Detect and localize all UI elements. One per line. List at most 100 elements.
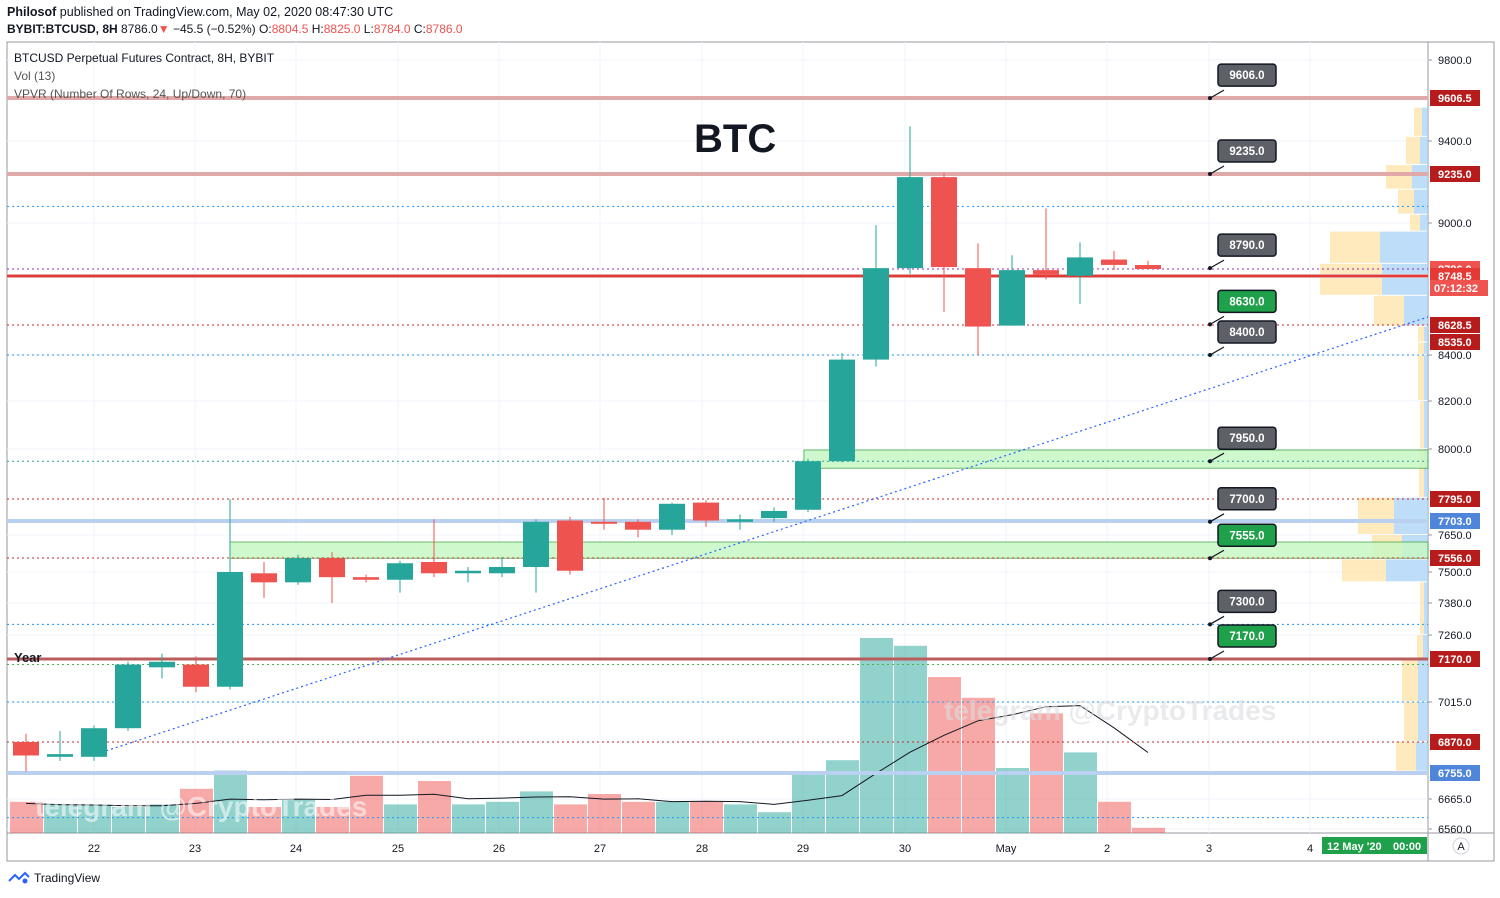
y-tick-label: 9800.0	[1438, 55, 1472, 67]
date-badge	[1322, 837, 1427, 854]
volume-bar	[758, 812, 791, 833]
price-badge-label: 8535.0	[1438, 337, 1472, 349]
x-tick-label: 30	[899, 843, 911, 855]
callout-label: 7170.0	[1229, 631, 1264, 643]
price-badge	[1430, 513, 1480, 529]
price-badge	[1430, 317, 1480, 333]
price-badge-label: 9235.0	[1438, 169, 1472, 181]
auto-scale-button	[1452, 837, 1470, 855]
candle-body	[693, 502, 719, 521]
callout-label: 7700.0	[1229, 494, 1264, 506]
vpvr-down-bar	[1386, 165, 1412, 189]
price-badge-label: 7170.0	[1438, 654, 1472, 666]
y-tick-label: 8400.0	[1438, 350, 1472, 362]
low-label: L:	[363, 22, 374, 36]
y-tick-label: 8200.0	[1438, 396, 1472, 408]
candle-body	[1067, 257, 1093, 276]
callout-box	[1217, 624, 1277, 648]
callout-box	[1217, 63, 1277, 87]
candle-body	[115, 664, 141, 729]
candle-body	[353, 577, 379, 580]
price-axis: 9800.0 9400.0 9000.0 8400.0 8200.0 8000.0 7650…	[1428, 55, 1488, 836]
callout-label: 7555.0	[1229, 530, 1264, 542]
callout-box	[1217, 320, 1277, 344]
watermark-right: telegram @CryptoTrades	[944, 695, 1276, 726]
vpvr-down-bar	[1417, 635, 1423, 658]
price-badge-label: 8628.5	[1438, 320, 1472, 332]
candle-body	[523, 521, 549, 567]
legend-line-1: BTCUSD Perpetual Futures Contract, 8H, B…	[14, 51, 275, 65]
callout-pointer	[1209, 650, 1225, 660]
candle-body	[81, 728, 107, 757]
y-tick-label: 7015.0	[1438, 697, 1472, 709]
volume-bar	[316, 807, 349, 833]
volume-bar	[520, 791, 553, 833]
volume-bar	[554, 804, 587, 833]
callouts: 9606.0 9235.0 8790.0 8630.0 8400.0 7950.0 7700…	[1208, 63, 1277, 661]
x-tick-label: 3	[1206, 843, 1212, 855]
trendline	[91, 316, 1429, 757]
price-badge	[1430, 166, 1480, 182]
callout-box	[1217, 487, 1277, 511]
callout-anchor	[1208, 322, 1212, 327]
publisher-name: Philosof	[7, 5, 57, 19]
candle-body	[591, 521, 617, 524]
callout-pointer	[1209, 549, 1225, 559]
change-label: −45.5 (−0.52%)	[172, 22, 256, 36]
candle-body	[659, 503, 685, 530]
candle-body	[387, 563, 413, 580]
candle-body	[557, 520, 583, 571]
vpvr-down-bar	[1404, 702, 1418, 741]
year-label: Year	[14, 650, 41, 665]
vpvr-up-bar	[1404, 295, 1428, 326]
price-badge	[1430, 491, 1480, 507]
vpvr-down-bar	[1420, 582, 1424, 634]
candle-body	[1135, 265, 1161, 269]
vpvr-up-bar	[1418, 702, 1428, 741]
callout-pointer	[1209, 315, 1225, 325]
x-tick-label: 23	[189, 843, 201, 855]
candle-body	[13, 742, 39, 756]
candle-body	[965, 268, 991, 327]
candle-body	[931, 177, 957, 268]
candle-body	[285, 558, 311, 583]
y-tick-label: 6665.0	[1438, 794, 1472, 806]
volume-bar	[248, 807, 281, 833]
callout-anchor	[1208, 172, 1212, 176]
callout-anchor	[1208, 657, 1212, 661]
close-value: 8786.0	[425, 22, 463, 36]
callout-label: 8790.0	[1229, 240, 1264, 252]
y-tick-label: 7500.0	[1438, 567, 1472, 579]
callout-label: 7300.0	[1229, 596, 1264, 608]
volume-bar	[792, 773, 825, 833]
chart-frame	[6, 41, 1495, 862]
candle-body	[761, 510, 787, 519]
x-tick-label: 2	[1104, 843, 1110, 855]
vpvr-up-bar	[1420, 214, 1428, 231]
callout-anchor	[1208, 459, 1212, 464]
time-axis: 22 23 24 25 26 27 28 29 30 May 2 3 4 12 May '20 00:00 A	[88, 837, 1470, 855]
volume-bar	[78, 804, 111, 833]
x-tick-label: 25	[392, 843, 404, 855]
callout-anchor	[1208, 519, 1212, 524]
callout-pointer	[1209, 452, 1225, 462]
x-tick-label: 28	[696, 843, 708, 855]
price-badge-label: 7703.0	[1438, 516, 1472, 528]
time-badge-label: 00:00	[1393, 841, 1421, 853]
vpvr-up-bar	[1420, 136, 1428, 164]
vpvr-up-bar	[1424, 449, 1428, 497]
candle-body	[795, 461, 821, 510]
published-text: published on TradingView.com, May 02, 20…	[59, 5, 394, 19]
x-tick-label: 29	[797, 843, 809, 855]
ohlc-line: BYBIT:BTCUSD, 8H 8786.0▼ −45.5 (−0.52%) …	[7, 22, 463, 36]
candle-body	[829, 359, 855, 462]
volume-bar	[384, 804, 417, 833]
x-tick-label: May	[996, 843, 1017, 855]
vpvr-down-bar	[1420, 401, 1424, 448]
volume-bar	[350, 775, 383, 833]
price-badge	[1430, 651, 1480, 667]
vpvr-down-bar	[1398, 189, 1414, 214]
candle-body	[319, 558, 345, 578]
callout-pointer	[1209, 89, 1225, 99]
